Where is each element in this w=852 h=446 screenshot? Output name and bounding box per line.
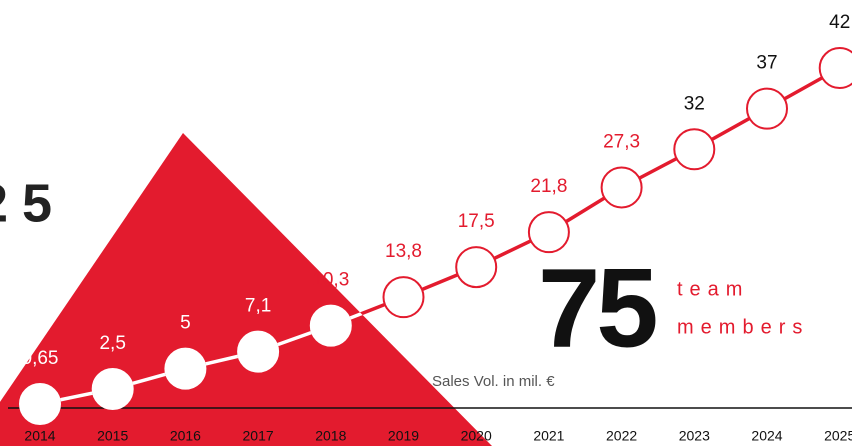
x-tick-label: 2020 [461,428,492,444]
x-tick-label: 2017 [243,428,274,444]
triangle-shape [0,133,492,446]
point-overlay [91,367,134,410]
value-label: 13,8 [385,241,422,262]
value-label: 37 [756,53,777,74]
point [600,166,643,209]
point [746,87,788,130]
x-tick-label: 2021 [533,428,564,444]
x-tick-label: 2025 [824,428,852,444]
x-tick-label: 2024 [751,428,782,444]
point-overlay [19,383,61,426]
value-label: 42 [829,12,850,33]
caption: members [677,316,809,338]
side-number: 25 [0,173,66,233]
point [455,246,498,289]
point [673,128,716,171]
value-label: 17,5 [458,211,495,232]
point-overlay [164,347,207,390]
value-label: 27,3 [603,131,640,152]
caption: team [677,278,749,300]
value-label: 32 [684,93,705,114]
x-tick-label: 2018 [315,428,346,444]
point-overlay [309,304,352,347]
x-tick-label: 2016 [170,428,201,444]
value-label: 21,8 [530,176,567,197]
axis-label: Sales Vol. in mil. € [432,373,555,390]
point-overlay [237,330,280,373]
value-label: 0,65 [22,348,59,369]
value-label: 2,5 [99,333,125,354]
value-label: 5 [180,313,191,334]
point [818,47,852,90]
value-label: 10,3 [312,270,349,291]
x-tick-label: 2022 [606,428,637,444]
point [382,276,425,319]
x-tick-label: 2023 [679,428,710,444]
value-label: 7,1 [245,296,271,317]
big-number: 75 [538,246,656,371]
x-tick-label: 2014 [24,428,55,444]
x-tick-label: 2015 [97,428,128,444]
point [527,211,570,254]
x-tick-label: 2019 [388,428,419,444]
